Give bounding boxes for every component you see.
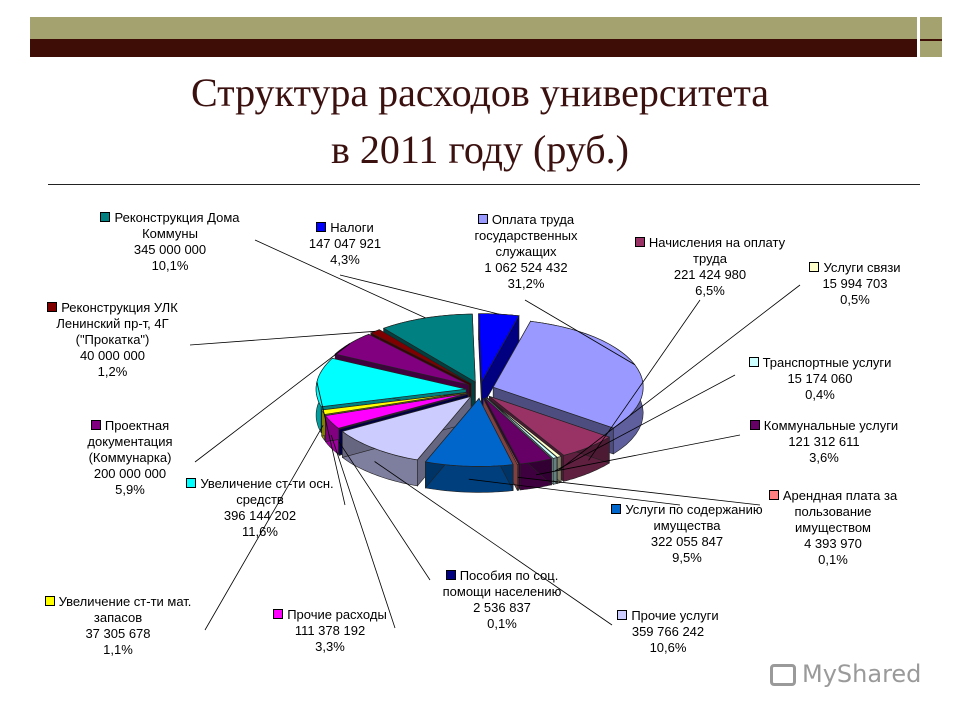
label-slice-13: Реконструкция УЛК Ленинский пр-т, 4Г ("П… [30, 300, 195, 380]
label-slice-0: Оплата труда государственных служащих 1 … [474, 212, 578, 291]
legend-swatch-3 [748, 357, 759, 367]
watermark-icon [770, 664, 796, 686]
legend-swatch-10 [44, 596, 55, 606]
label-slice-7: Прочие услуги 359 766 242 10,6% [608, 608, 728, 656]
pie-slice-4 [484, 397, 553, 465]
watermark-text: MyShared [802, 660, 922, 688]
label-slice-11: Увеличение ст-ти осн. средств 396 144 20… [170, 476, 350, 540]
leader-line-15 [339, 274, 499, 315]
legend-swatch-0 [477, 214, 488, 224]
header-band-dark [30, 39, 917, 57]
corner-square-top [920, 17, 942, 39]
legend-swatch-14 [100, 212, 111, 222]
pie-slice-7 [341, 395, 472, 461]
title-divider [48, 184, 920, 185]
legend-swatch-11 [186, 478, 197, 488]
slide-title-line2: в 2011 году (руб.) [331, 127, 629, 172]
header-band-olive [30, 17, 917, 39]
corner-square-bottom [920, 39, 942, 57]
label-slice-9: Прочие расходы 111 378 192 3,3% [260, 607, 400, 655]
leader-line-2 [558, 284, 801, 471]
leader-line-4 [536, 434, 741, 476]
legend-swatch-12 [90, 420, 101, 430]
leader-line-1 [588, 299, 701, 461]
label-slice-4: Коммунальные услуги 121 312 611 3,6% [738, 418, 910, 466]
legend-swatch-9 [273, 609, 284, 619]
legend-swatch-5 [768, 490, 779, 500]
legend-swatch-4 [749, 420, 760, 430]
leader-line-0 [524, 299, 635, 365]
label-slice-10: Увеличение ст-ти мат. запасов 37 305 678… [28, 594, 208, 658]
leader-line-14 [254, 239, 426, 319]
legend-swatch-7 [617, 610, 628, 620]
label-slice-15: Налоги 147 047 921 4,3% [308, 220, 382, 267]
leader-line-11 [316, 381, 346, 506]
slide-title-line1: Структура расходов университета [190, 70, 770, 115]
leader-line-6 [468, 478, 681, 506]
pie-slice-2 [486, 397, 563, 458]
label-slice-8: Пособия по соц. помощи населению 2 536 8… [442, 568, 562, 631]
leader-line-10 [204, 425, 324, 631]
leader-line-8 [338, 441, 431, 581]
pie-slice-5 [482, 398, 520, 465]
legend-swatch-1 [634, 237, 645, 247]
label-slice-12: Проектная документация (Коммунарка) 200 … [87, 418, 173, 497]
legend-swatch-13 [47, 302, 58, 312]
pie-slice-3 [486, 397, 558, 459]
label-slice-3: Транспортные услуги 15 174 060 0,4% [735, 355, 905, 403]
label-slice-14: Реконструкция Дома Коммуны 345 000 000 1… [85, 210, 255, 274]
legend-swatch-15 [316, 222, 327, 232]
label-slice-2: Услуги связи 15 994 703 0,5% [800, 260, 910, 308]
leader-line-3 [554, 374, 736, 472]
label-slice-1: Начисления на оплату труда 221 424 980 6… [620, 235, 800, 299]
leader-line-13 [189, 330, 376, 346]
legend-swatch-2 [809, 262, 820, 272]
pie-slice-8 [338, 393, 469, 430]
legend-swatch-8 [445, 570, 456, 580]
leader-line-12 [194, 343, 351, 463]
legend-swatch-6 [611, 504, 622, 514]
pie-slice-9 [324, 393, 468, 429]
label-slice-6: Услуги по содержанию имущества 322 055 8… [592, 502, 782, 566]
leader-line-9 [330, 434, 396, 629]
leader-line-5 [517, 476, 761, 506]
label-slice-5: Арендная плата за пользование имуществом… [758, 488, 908, 568]
leader-line-7 [374, 461, 613, 626]
pie-slice-6 [424, 397, 514, 467]
